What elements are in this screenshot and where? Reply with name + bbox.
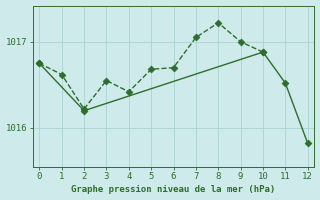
- X-axis label: Graphe pression niveau de la mer (hPa): Graphe pression niveau de la mer (hPa): [71, 185, 276, 194]
